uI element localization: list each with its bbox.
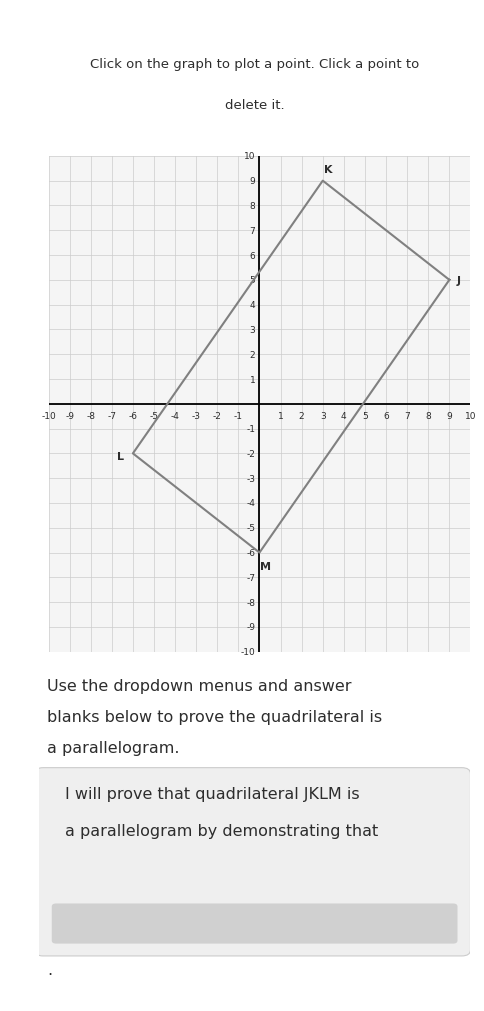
Text: -4: -4 xyxy=(246,499,255,508)
Text: blanks below to prove the quadrilateral is: blanks below to prove the quadrilateral … xyxy=(47,710,382,724)
Text: L: L xyxy=(117,452,123,461)
Text: 2: 2 xyxy=(249,351,255,359)
Text: a parallelogram.: a parallelogram. xyxy=(47,740,180,755)
Text: 5: 5 xyxy=(362,411,367,421)
Text: 1: 1 xyxy=(277,411,283,421)
Text: -1: -1 xyxy=(246,425,255,434)
Text: -9: -9 xyxy=(246,623,255,632)
FancyBboxPatch shape xyxy=(52,904,456,943)
Text: -6: -6 xyxy=(128,411,137,421)
Text: -8: -8 xyxy=(86,411,95,421)
Text: delete it.: delete it. xyxy=(225,99,284,112)
Text: .: . xyxy=(47,962,52,978)
Text: 4: 4 xyxy=(340,411,346,421)
Text: -10: -10 xyxy=(240,648,255,656)
Text: 5: 5 xyxy=(249,276,255,285)
Text: -9: -9 xyxy=(65,411,74,421)
Text: -7: -7 xyxy=(107,411,116,421)
Text: 1: 1 xyxy=(249,375,255,384)
Text: 10: 10 xyxy=(464,411,475,421)
Text: -5: -5 xyxy=(246,524,255,533)
Text: -1: -1 xyxy=(233,411,242,421)
Text: 10: 10 xyxy=(243,153,255,161)
Text: K: K xyxy=(323,166,332,175)
Text: 8: 8 xyxy=(424,411,430,421)
Text: 3: 3 xyxy=(249,326,255,335)
Text: -3: -3 xyxy=(246,474,255,483)
Text: -4: -4 xyxy=(170,411,179,421)
Text: 8: 8 xyxy=(249,202,255,210)
Text: 7: 7 xyxy=(249,226,255,236)
Text: 4: 4 xyxy=(249,301,255,309)
Text: 9: 9 xyxy=(249,177,255,186)
Text: M: M xyxy=(260,562,271,571)
Text: -6: -6 xyxy=(246,549,255,557)
Text: -2: -2 xyxy=(246,450,255,458)
FancyBboxPatch shape xyxy=(34,768,469,956)
Text: 6: 6 xyxy=(249,252,255,260)
Text: 7: 7 xyxy=(404,411,409,421)
Text: Use the dropdown menus and answer: Use the dropdown menus and answer xyxy=(47,678,351,694)
Text: 6: 6 xyxy=(382,411,388,421)
Text: J: J xyxy=(456,276,460,285)
Text: Click on the graph to plot a point. Click a point to: Click on the graph to plot a point. Clic… xyxy=(90,58,418,71)
Text: -3: -3 xyxy=(191,411,200,421)
Text: 2: 2 xyxy=(298,411,304,421)
Text: I will prove that quadrilateral JKLM is: I will prove that quadrilateral JKLM is xyxy=(64,787,359,802)
Text: -2: -2 xyxy=(212,411,221,421)
Text: 3: 3 xyxy=(319,411,325,421)
Text: -8: -8 xyxy=(246,599,255,607)
Text: -7: -7 xyxy=(246,573,255,582)
Text: a parallelogram by demonstrating that: a parallelogram by demonstrating that xyxy=(64,823,377,838)
Text: 9: 9 xyxy=(446,411,451,421)
Text: -10: -10 xyxy=(41,411,56,421)
Text: -5: -5 xyxy=(149,411,158,421)
